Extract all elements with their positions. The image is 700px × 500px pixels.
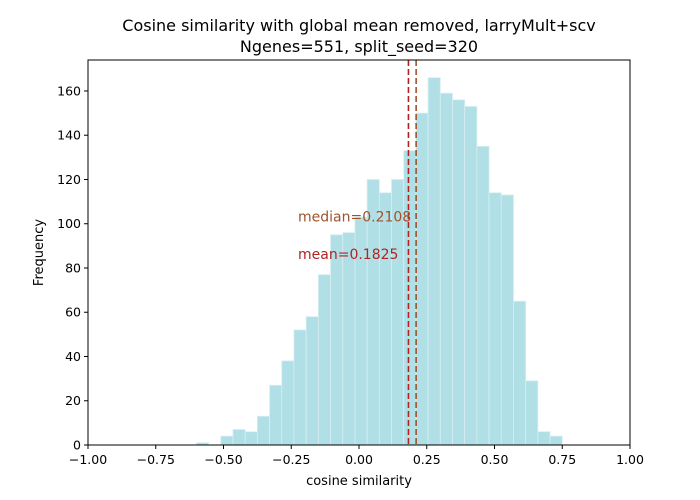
x-tick-label-6: 0.50 [481,452,509,467]
annotation-1: mean=0.1825 [298,247,398,263]
y-axis-ticks: 0 20 40 60 80 100 120 140 160 [57,83,88,453]
histogram-bar-4 [244,431,258,446]
histogram-bar-2 [220,435,234,446]
histogram-bar-11 [330,234,344,446]
y-tick-label-3: 60 [65,305,81,320]
y-tick-label-2: 40 [65,349,81,364]
histogram-bar-8 [293,329,307,446]
histogram-bar-3 [232,429,246,446]
histogram-bar-18 [415,112,429,446]
histogram-bar-26 [513,300,527,446]
x-tick-label-2: −0.50 [204,452,242,467]
histogram-bar-5 [256,415,270,446]
histogram-bar-29 [549,435,563,446]
chart-title: Cosine similarity with global mean remov… [122,16,595,35]
histogram-bar-20 [439,92,453,446]
y-tick-label-1: 20 [65,393,81,408]
histogram-bar-6 [269,384,283,446]
histogram-bar-22 [464,106,478,446]
histogram-bar-23 [476,145,490,446]
y-tick-label-0: 0 [73,438,81,453]
histogram-bar-12 [342,232,356,446]
histogram-bar-15 [378,192,392,446]
x-tick-label-4: 0.00 [345,452,373,467]
histogram-bar-21 [452,99,466,446]
x-tick-label-7: 0.75 [548,452,576,467]
x-tick-label-5: 0.25 [413,452,441,467]
x-axis-ticks: −1.00 −0.75 −0.50 −0.25 0.00 0.25 0.50 0.75 1.00 [69,445,644,467]
y-axis-label: Frequency [32,219,47,286]
histogram-bar-7 [281,360,295,446]
histogram-bar-10 [317,274,331,446]
y-tick-label-8: 160 [57,83,81,98]
x-tick-label-3: −0.25 [272,452,310,467]
x-tick-label-0: −1.00 [69,452,107,467]
reference-lines-layer [407,60,417,445]
histogram-bar-28 [537,431,551,446]
y-tick-label-4: 80 [65,260,81,275]
x-tick-label-8: 1.00 [616,452,644,467]
histogram-bar-24 [488,192,502,446]
x-axis-label: cosine similarity [306,474,412,489]
histogram-bar-19 [427,77,441,446]
y-tick-label-6: 120 [57,172,81,187]
histogram-bar-17 [403,150,417,446]
y-tick-label-7: 140 [57,128,81,143]
histogram-bar-9 [305,316,319,446]
annotation-0: median=0.2108 [298,210,411,226]
bars-layer [195,77,563,446]
y-tick-label-5: 100 [57,216,81,231]
chart-subtitle: Ngenes=551, split_seed=320 [240,37,478,57]
histogram-bar-27 [525,380,539,446]
histogram-bar-25 [500,194,514,446]
x-tick-label-1: −0.75 [137,452,175,467]
annotations-layer: median=0.2108 mean=0.1825 [298,210,411,264]
